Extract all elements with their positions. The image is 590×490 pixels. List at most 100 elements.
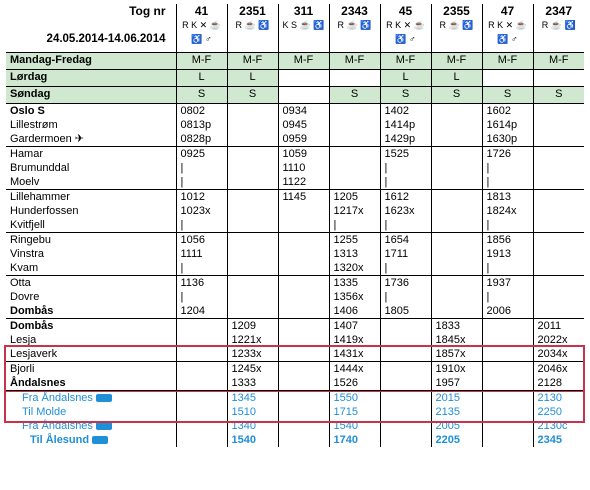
train-number: 2351	[226, 4, 278, 18]
station-name: Kvam	[6, 261, 176, 276]
connection-text: Til Molde	[22, 406, 67, 418]
day-cell: S	[328, 86, 380, 104]
station-name: Gardermoen ✈	[6, 132, 176, 147]
header-gap	[175, 46, 227, 53]
departure-time: 0828p	[175, 132, 227, 147]
departure-time: 1110	[277, 161, 329, 175]
service-icons-2	[277, 32, 329, 46]
station-label: Dombås	[10, 320, 54, 332]
station-name: Kvitfjell	[6, 218, 176, 233]
day-cell	[277, 69, 329, 87]
departure-time	[328, 175, 380, 190]
train-number: 2347	[532, 4, 584, 18]
day-cell: S	[379, 86, 431, 104]
departure-time: |	[175, 290, 227, 304]
departure-time: 1407	[328, 318, 380, 333]
departure-time	[226, 247, 278, 261]
departure-time: |	[379, 261, 431, 276]
departure-time	[532, 132, 584, 147]
station-label: Åndalsnes	[10, 377, 66, 389]
departure-time	[430, 118, 482, 132]
station-name: Åndalsnes	[6, 376, 176, 391]
departure-time: |	[481, 261, 533, 276]
departure-time	[430, 247, 482, 261]
station-name: Brumunddal	[6, 161, 176, 175]
connection-time	[277, 419, 329, 433]
departure-time	[430, 103, 482, 118]
departure-time	[430, 304, 482, 319]
day-label: Søndag	[6, 86, 176, 104]
day-cell: M-F	[430, 52, 482, 70]
departure-time: 1525	[379, 146, 431, 161]
connection-time	[481, 390, 533, 405]
day-cell: L	[175, 69, 227, 87]
train-number-label: Tog nr	[129, 4, 166, 18]
connection-time: 1540	[226, 433, 278, 447]
departure-time	[532, 275, 584, 290]
train-number: 41	[175, 4, 227, 18]
day-cell: M-F	[328, 52, 380, 70]
connection-time	[379, 390, 431, 405]
connection-time	[277, 405, 329, 419]
departure-time: 1419x	[328, 333, 380, 347]
departure-time	[532, 175, 584, 190]
departure-time	[277, 218, 329, 233]
day-cell	[532, 69, 584, 87]
departure-time	[226, 204, 278, 218]
header-gap	[379, 46, 431, 53]
departure-time	[226, 261, 278, 276]
station-name: Lesja	[6, 333, 176, 347]
station-name: Lillestrøm	[6, 118, 176, 132]
connection-time: 1550	[328, 390, 380, 405]
day-cell: L	[430, 69, 482, 87]
connection-time	[175, 433, 227, 447]
station-name: Ringebu	[6, 232, 176, 247]
departure-time	[328, 161, 380, 175]
departure-time: 1136	[175, 275, 227, 290]
service-icons: R ☕ ♿	[532, 18, 584, 32]
departure-time: |	[379, 161, 431, 175]
service-icons-2	[532, 32, 584, 46]
departure-time: 1623x	[379, 204, 431, 218]
departure-time	[532, 261, 584, 276]
day-cell: M-F	[175, 52, 227, 70]
departure-time: 0802	[175, 103, 227, 118]
departure-time	[226, 304, 278, 319]
departure-time	[481, 333, 533, 347]
connection-label: Fra Åndalsnes	[6, 390, 176, 405]
connection-time: 2250	[532, 405, 584, 419]
departure-time: 1056	[175, 232, 227, 247]
departure-time: 0934	[277, 103, 329, 118]
departure-time: 1711	[379, 247, 431, 261]
bus-icon	[95, 422, 112, 431]
departure-time	[226, 118, 278, 132]
departure-time: 1913	[481, 247, 533, 261]
station-label: Lesja	[10, 334, 37, 346]
connection-time: 1715	[328, 405, 380, 419]
connection-time: 2005	[430, 419, 482, 433]
departure-time: 1856	[481, 232, 533, 247]
departure-time: 1824x	[481, 204, 533, 218]
departure-time: 1221x	[226, 333, 278, 347]
connection-time: 2130c	[532, 419, 584, 433]
departure-time: 1736	[379, 275, 431, 290]
departure-time: 1402	[379, 103, 431, 118]
departure-time	[532, 247, 584, 261]
departure-time: 1204	[175, 304, 227, 319]
connection-label: Til Ålesund	[6, 433, 176, 447]
day-cell: L	[379, 69, 431, 87]
header-gap	[481, 46, 533, 53]
departure-time: 1023x	[175, 204, 227, 218]
departure-time	[481, 318, 533, 333]
connection-time: 1340	[226, 419, 278, 433]
station-name: Otta	[6, 275, 176, 290]
connection-label: Til Molde	[6, 405, 176, 419]
departure-time	[532, 218, 584, 233]
departure-time	[328, 132, 380, 147]
connection-text: Til Ålesund	[30, 434, 90, 446]
departure-time: 0813p	[175, 118, 227, 132]
departure-time	[379, 361, 431, 376]
departure-time	[226, 232, 278, 247]
departure-time: 1320x	[328, 261, 380, 276]
departure-time	[226, 189, 278, 204]
